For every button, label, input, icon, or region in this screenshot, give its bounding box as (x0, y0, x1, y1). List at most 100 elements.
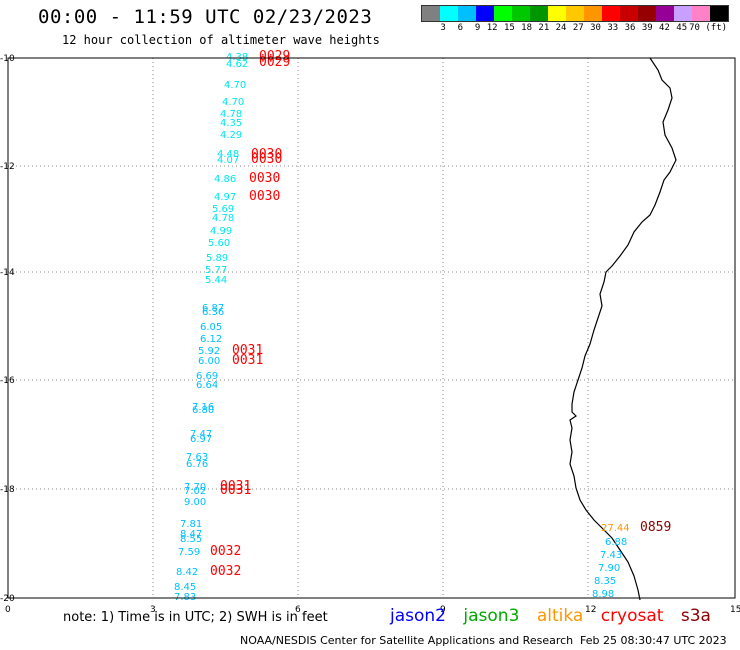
wave-height-value: 7.43 (600, 550, 622, 561)
legend-swatch (458, 6, 476, 21)
wave-height-value: 6.88 (605, 537, 627, 548)
legend-label: 6 (457, 23, 464, 33)
legend-swatch (674, 6, 692, 21)
legend-label: 12 (486, 23, 498, 33)
wave-height-value: 4.78 (220, 109, 242, 120)
map-title: 00:00 - 11:59 UTC 02/23/2023 (38, 6, 373, 28)
legend-swatch (566, 6, 584, 21)
legend-labels: 3 6 9 12 15 18 21 24 27 30 33 36 39 42 45 70 (ft) (421, 23, 729, 33)
wave-height-value: 6.76 (186, 459, 208, 470)
pass-time-labels: 0029002900300030003000300031003100310031… (210, 49, 671, 579)
legend-label: 42 (659, 23, 670, 33)
lon-tick-label: 0 (5, 605, 11, 615)
pass-time-label: 0031 (232, 343, 263, 358)
lat-tick-label: -12 (0, 162, 15, 172)
wave-height-value: 6.97 (190, 434, 212, 445)
legend-label: 70 (ft) (689, 23, 728, 33)
wave-height-value: 7.81 (180, 519, 202, 530)
wave-height-value: 7.63 (186, 452, 208, 463)
wave-height-value: 5.60 (208, 238, 230, 249)
wave-height-value: 6.64 (196, 380, 218, 391)
satellite-s3a: s3a (680, 606, 711, 626)
wave-height-value: 4.70 (224, 80, 246, 91)
map-frame (7, 57, 736, 599)
wave-height-value: 7.47 (190, 429, 212, 440)
wave-height-value: 8.98 (592, 589, 614, 600)
legend-color-bar (421, 5, 729, 22)
pass-time-label: 0032 (210, 564, 241, 579)
wave-height-value: 8.42 (176, 567, 198, 578)
wave-height-value: 4.86 (214, 174, 236, 185)
legend-swatch (602, 6, 620, 21)
lon-tick-label: 6 (295, 605, 301, 615)
legend-swatch (692, 6, 710, 21)
legend-label: 27 (572, 23, 584, 33)
wave-height-value: 8.45 (174, 582, 196, 593)
lat-tick-label: -10 (0, 54, 15, 64)
wave-height-value: 5.89 (206, 253, 228, 264)
wave-height-value: 4.99 (210, 226, 232, 237)
pass-time-label: 0032 (210, 544, 241, 559)
wave-height-value: 5.92 (198, 346, 220, 357)
wave-height-value: 5.44 (205, 275, 227, 286)
wave-height-value: 7.16 (192, 402, 214, 413)
wave-height-value: 4.29 (220, 130, 242, 141)
lat-tick-label: -16 (0, 376, 15, 386)
lon-tick-label: 15 (730, 605, 740, 615)
legend-swatch (656, 6, 674, 21)
legend-swatch (710, 6, 728, 21)
wave-height-value: 6.69 (196, 371, 218, 382)
pass-time-label: 0859 (640, 520, 671, 535)
units-note: note: 1) Time is in UTC; 2) SWH is in fe… (63, 610, 328, 625)
legend-label: 45 (676, 23, 688, 33)
legend-label: 30 (590, 23, 601, 33)
legend-label: 33 (607, 23, 619, 33)
lat-tick-label: -20 (0, 594, 15, 604)
wave-height-value: 5.77 (205, 265, 227, 276)
legend-label: 18 (521, 23, 533, 33)
wave-height-value: 6.80 (192, 405, 214, 416)
wave-height-value: 6.36 (202, 307, 224, 318)
legend-swatch (512, 6, 530, 21)
lat-tick-label: -14 (0, 268, 15, 278)
satellite-altika: altika (536, 606, 584, 626)
pass-time-label: 0031 (220, 479, 251, 494)
wave-height-value: 8.55 (180, 534, 202, 545)
wave-height-value: 7.90 (598, 563, 620, 574)
pass-time-label: 0030 (249, 189, 280, 204)
pass-time-label: 0030 (251, 147, 282, 162)
lat-lon-grid (8, 58, 735, 598)
legend-swatch (584, 6, 602, 21)
pass-time-label: 0030 (249, 171, 280, 186)
axis-labels: -10 -12 -14 -16 -18 -200 3 6 9 12 15 (0, 54, 740, 615)
legend-label: 15 (503, 23, 515, 33)
lon-tick-label: 3 (150, 605, 156, 615)
legend-label: 3 (440, 23, 446, 33)
wave-height-value: 4.78 (212, 213, 234, 224)
wave-height-value: 8.47 (180, 529, 202, 540)
wave-height-value: 8.35 (594, 576, 616, 587)
wave-height-value: 4.07 (217, 155, 239, 166)
legend-swatch (548, 6, 566, 21)
satellite-jason2: jason2 (390, 606, 446, 626)
lon-tick-label: 9 (440, 605, 446, 615)
legend-swatch (530, 6, 548, 21)
legend-swatch (440, 6, 458, 21)
credit-line: NOAA/NESDIS Center for Satellite Applica… (240, 634, 574, 647)
wave-height-value: 9.00 (184, 497, 206, 508)
wave-height-value: 5.69 (212, 204, 234, 215)
map-subtitle: 12 hour collection of altimeter wave hei… (62, 33, 380, 47)
legend-label: 21 (538, 23, 550, 33)
wave-height-value: 6.87 (202, 303, 224, 314)
wave-height-value: 7.59 (178, 547, 200, 558)
pass-time-label: 0031 (220, 483, 251, 498)
wave-height-value: 4.97 (214, 192, 236, 203)
legend-swatch (494, 6, 512, 21)
legend-label: 9 (474, 23, 481, 33)
legend-label: 36 (624, 23, 636, 33)
wave-height-value: 4.35 (220, 118, 242, 129)
legend-swatch (620, 6, 638, 21)
wave-height-color-legend: 3 6 9 12 15 18 21 24 27 30 33 36 39 42 45 70 (ft) (421, 5, 729, 35)
satellite-jason3: jason3 (463, 606, 520, 626)
